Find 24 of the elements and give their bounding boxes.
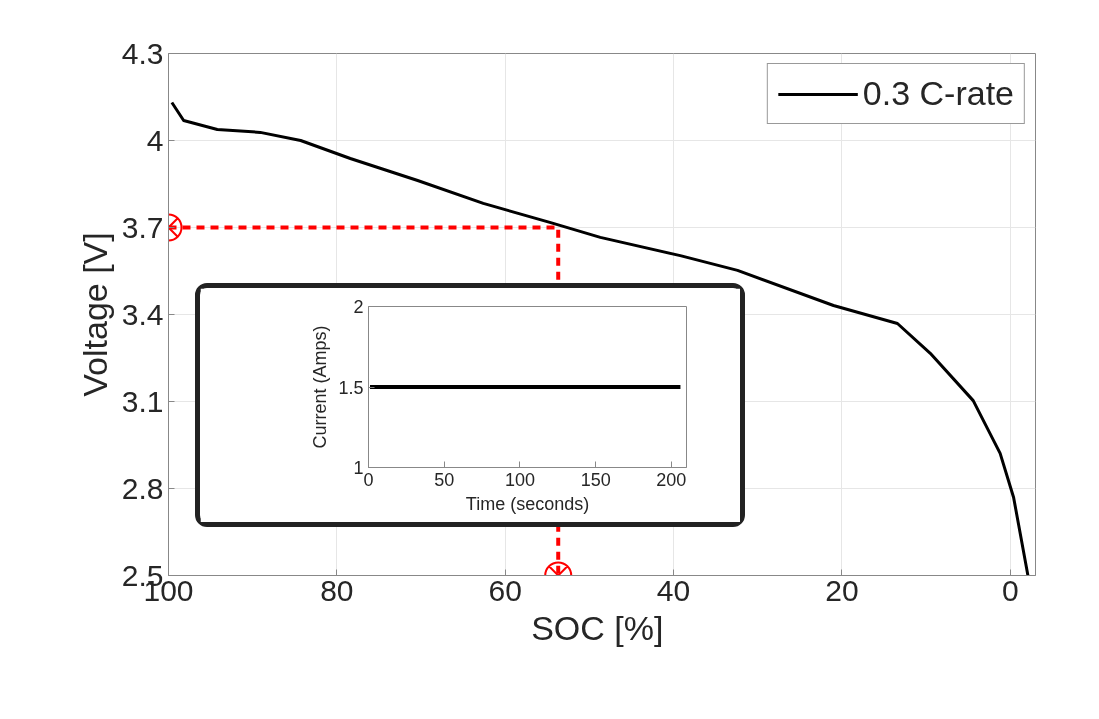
- x-tick-label: 200: [656, 469, 687, 490]
- y-tick-label: 3.1: [121, 384, 164, 418]
- legend-label: 0.3 C-rate: [862, 74, 1014, 113]
- y-axis-title: Current (Amps): [310, 325, 331, 449]
- x-tick-label: 0: [363, 469, 374, 490]
- y-tick-label: 1: [353, 458, 364, 478]
- x-axis-title: Time (seconds): [465, 493, 590, 514]
- x-axis-title: SOC [%]: [531, 608, 664, 647]
- y-tick-label: 4.3: [121, 36, 164, 70]
- x-tick-label: 0: [1001, 573, 1019, 607]
- y-tick-label: 1.5: [338, 377, 364, 398]
- y-tick-label: 2: [353, 297, 364, 317]
- y-axis-title: Voltage [V]: [75, 232, 114, 397]
- y-tick-label: 2.8: [121, 471, 164, 505]
- x-tick-label: 80: [320, 573, 354, 607]
- x-tick-label: 40: [656, 573, 691, 607]
- x-tick-label: 20: [825, 573, 859, 607]
- x-tick-label: 150: [580, 469, 611, 490]
- y-tick-label: 4: [146, 123, 164, 157]
- y-tick-label: 3.7: [121, 210, 164, 244]
- x-tick-label: 50: [434, 469, 455, 490]
- x-tick-label: 60: [488, 573, 522, 607]
- y-tick-label: 3.4: [121, 297, 164, 331]
- x-tick-label: 100: [504, 469, 535, 490]
